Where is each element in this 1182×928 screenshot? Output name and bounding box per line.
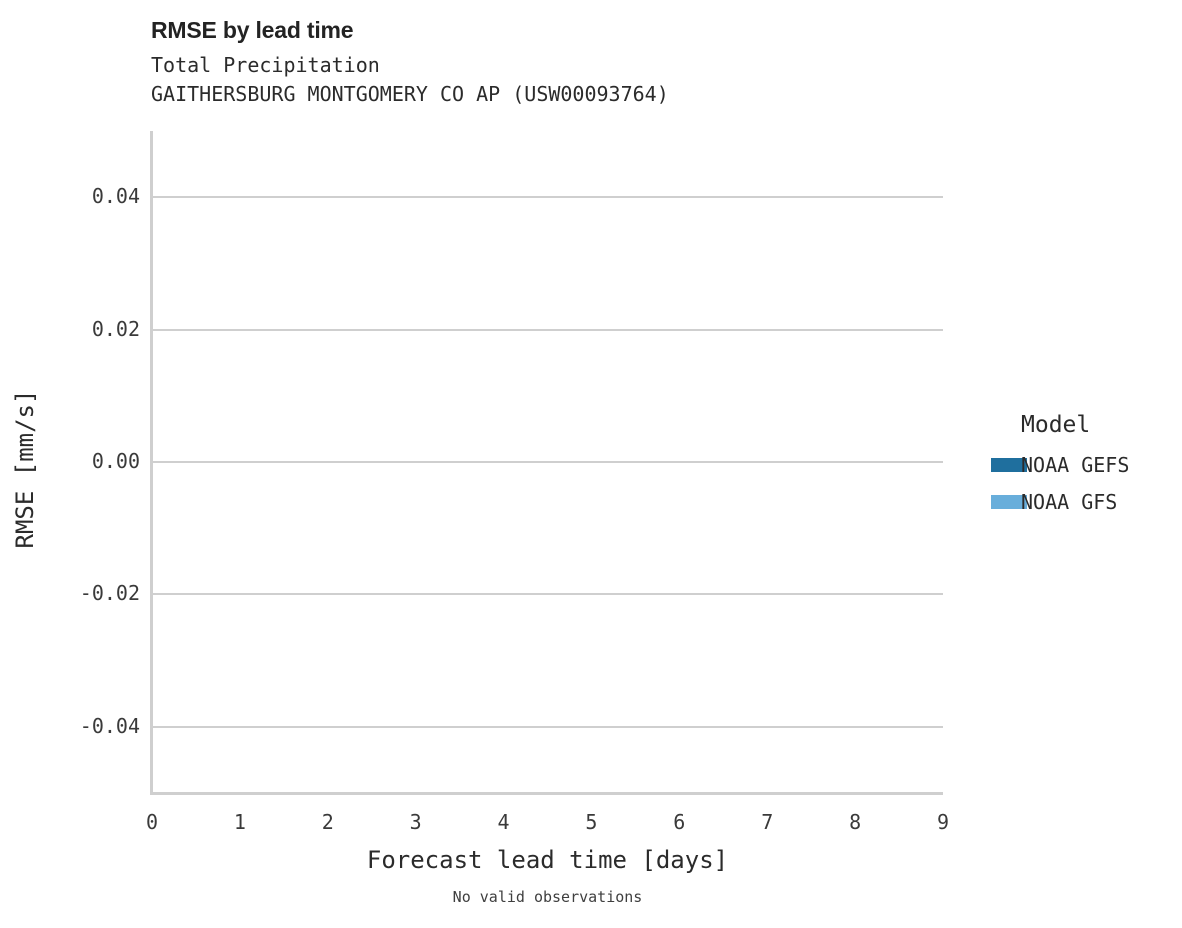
- legend-color-swatch: [991, 495, 1027, 509]
- x-axis-line: [150, 792, 943, 795]
- legend-label: NOAA GFS: [1021, 490, 1118, 514]
- plot-area: [152, 131, 943, 793]
- x-tick-label: 6: [673, 810, 686, 834]
- chart-subtitle-station: GAITHERSBURG MONTGOMERY CO AP (USW000937…: [151, 82, 669, 106]
- gridline: [152, 593, 943, 596]
- x-axis-title: Forecast lead time [days]: [366, 846, 729, 874]
- x-tick-label: 3: [409, 810, 422, 834]
- y-axis-title: RMSE [mm/s]: [11, 389, 39, 549]
- y-tick-label: -0.04: [79, 713, 140, 738]
- gridline: [152, 328, 943, 331]
- y-tick-label: 0.02: [91, 316, 140, 341]
- x-tick-label: 0: [145, 810, 159, 834]
- page-title: RMSE by lead time: [151, 17, 354, 43]
- x-axis-tick-labels: 0 1 2 3 4 5 6 7 8 9: [146, 810, 949, 840]
- no-data-annotation: No valid observations: [452, 888, 643, 906]
- x-tick-label: 8: [849, 810, 862, 834]
- legend-title: Model: [1021, 412, 1091, 438]
- x-tick-label: 5: [585, 810, 598, 834]
- gridline: [152, 725, 943, 728]
- gridline: [152, 461, 943, 463]
- chart-subtitle-variable: Total Precipitation: [151, 53, 380, 77]
- gridline: [152, 196, 943, 199]
- x-tick-label: 4: [497, 810, 510, 834]
- y-axis-tick-labels: 0.04 0.02 0.00 -0.02 -0.04: [28, 131, 140, 793]
- x-tick-label: 9: [936, 810, 950, 834]
- x-tick-label: 2: [321, 810, 334, 834]
- x-tick-label: 1: [233, 810, 246, 834]
- x-tick-label: 7: [761, 810, 774, 834]
- legend-color-swatch: [991, 458, 1027, 472]
- legend-label: NOAA GEFS: [1021, 453, 1130, 477]
- y-tick-label: 0.04: [91, 184, 140, 209]
- y-axis-line: [150, 131, 153, 795]
- y-tick-label: -0.02: [79, 581, 140, 606]
- y-tick-label: 0.00: [91, 449, 140, 473]
